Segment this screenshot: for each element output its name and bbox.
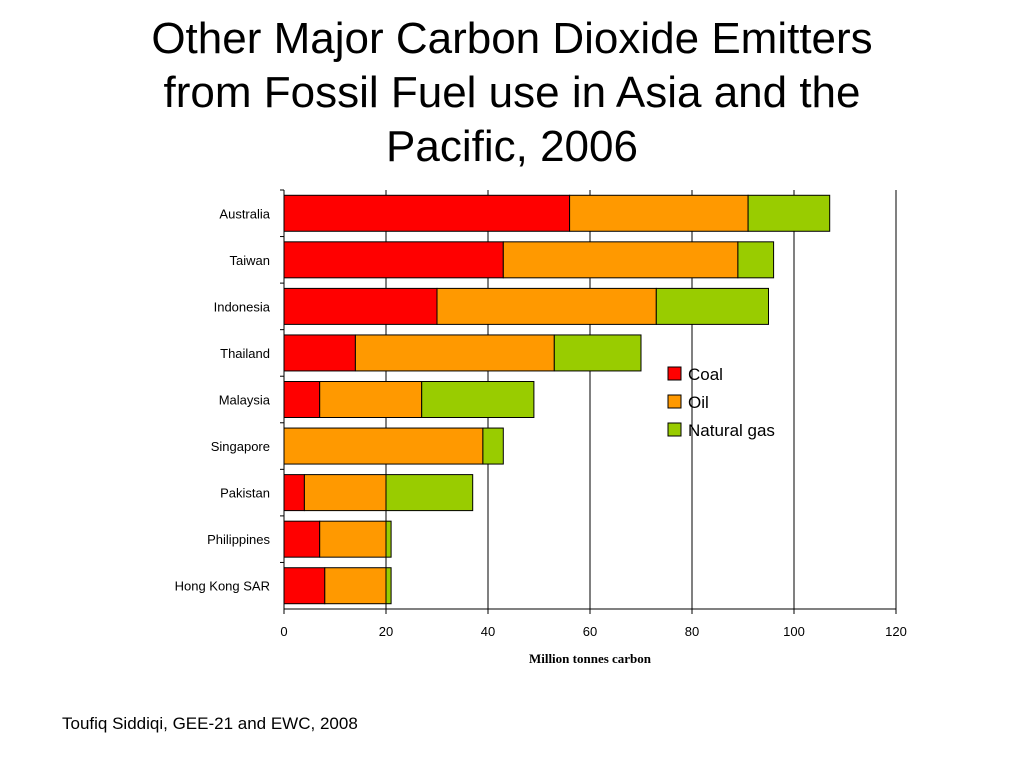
bar-indonesia-coal — [283, 287, 438, 325]
bar-indonesia-oil — [436, 287, 657, 325]
bar-philippines-natural-gas — [385, 520, 392, 558]
x-tick-label-100: 100 — [783, 624, 805, 639]
axes — [280, 189, 897, 614]
bar-hong-kong-sar-oil — [324, 567, 387, 605]
x-tick-label-40: 40 — [481, 624, 495, 639]
x-axis-title: Million tonnes carbon — [529, 651, 652, 666]
bar-pakistan-coal — [283, 474, 305, 512]
legend-swatch-oil — [667, 394, 682, 409]
legend-label-natural-gas: Natural gas — [688, 421, 775, 440]
category-label-singapore: Singapore — [211, 439, 270, 454]
stacked-bar-chart: Australia Taiwan Indonesia Thailand Malaysia… — [175, 189, 907, 666]
bar-hong-kong-sar-coal — [283, 567, 326, 605]
x-tick-label-80: 80 — [685, 624, 699, 639]
category-label-hong-kong-sar: Hong Kong SAR — [175, 579, 270, 594]
bar-singapore-natural-gas — [482, 427, 504, 465]
category-label-australia: Australia — [219, 206, 270, 221]
category-label-taiwan: Taiwan — [230, 253, 270, 268]
legend-label-coal: Coal — [688, 365, 723, 384]
bar-australia-oil — [569, 194, 749, 232]
x-tick-label-0: 0 — [280, 624, 287, 639]
bar-hong-kong-sar-natural-gas — [385, 567, 392, 605]
bar-indonesia-natural-gas — [655, 287, 769, 325]
legend-swatch-natural-gas — [667, 422, 682, 437]
bar-taiwan-oil — [502, 241, 739, 279]
category-label-malaysia: Malaysia — [219, 393, 271, 408]
source-credit: Toufiq Siddiqi, GEE-21 and EWC, 2008 — [62, 714, 358, 733]
title-line-2: from Fossil Fuel use in Asia and the — [163, 68, 861, 117]
legend-label-oil: Oil — [688, 393, 709, 412]
category-label-pakistan: Pakistan — [220, 486, 270, 501]
bar-australia-natural-gas — [747, 194, 831, 232]
x-tick-label-60: 60 — [583, 624, 597, 639]
x-tick-label-20: 20 — [379, 624, 393, 639]
bar-taiwan-coal — [283, 241, 504, 279]
bar-malaysia-natural-gas — [421, 381, 535, 418]
bar-thailand-oil — [354, 334, 555, 372]
bar-australia-coal — [283, 194, 571, 232]
labels: Australia Taiwan Indonesia Thailand Malaysia… — [175, 206, 907, 666]
bar-malaysia-coal — [283, 381, 321, 418]
bars — [283, 194, 831, 605]
slide-title: Other Major Carbon Dioxide Emitters from… — [0, 12, 1024, 174]
x-tick-label-120: 120 — [885, 624, 907, 639]
bar-pakistan-oil — [303, 474, 387, 512]
legend: Coal Oil Natural gas — [667, 365, 775, 440]
category-label-philippines: Philippines — [207, 532, 270, 547]
bar-pakistan-natural-gas — [385, 474, 474, 512]
title-line-3: Pacific, 2006 — [386, 122, 638, 171]
category-label-thailand: Thailand — [220, 346, 270, 361]
title-line-1: Other Major Carbon Dioxide Emitters — [151, 14, 873, 63]
bar-thailand-natural-gas — [553, 334, 642, 372]
bar-taiwan-natural-gas — [737, 241, 775, 279]
bar-singapore-oil — [283, 427, 484, 465]
legend-swatch-coal — [667, 366, 682, 381]
bar-philippines-coal — [283, 520, 321, 558]
bar-malaysia-oil — [319, 381, 423, 418]
bar-philippines-oil — [319, 520, 387, 558]
bar-thailand-coal — [283, 334, 356, 372]
category-label-indonesia: Indonesia — [214, 299, 271, 314]
